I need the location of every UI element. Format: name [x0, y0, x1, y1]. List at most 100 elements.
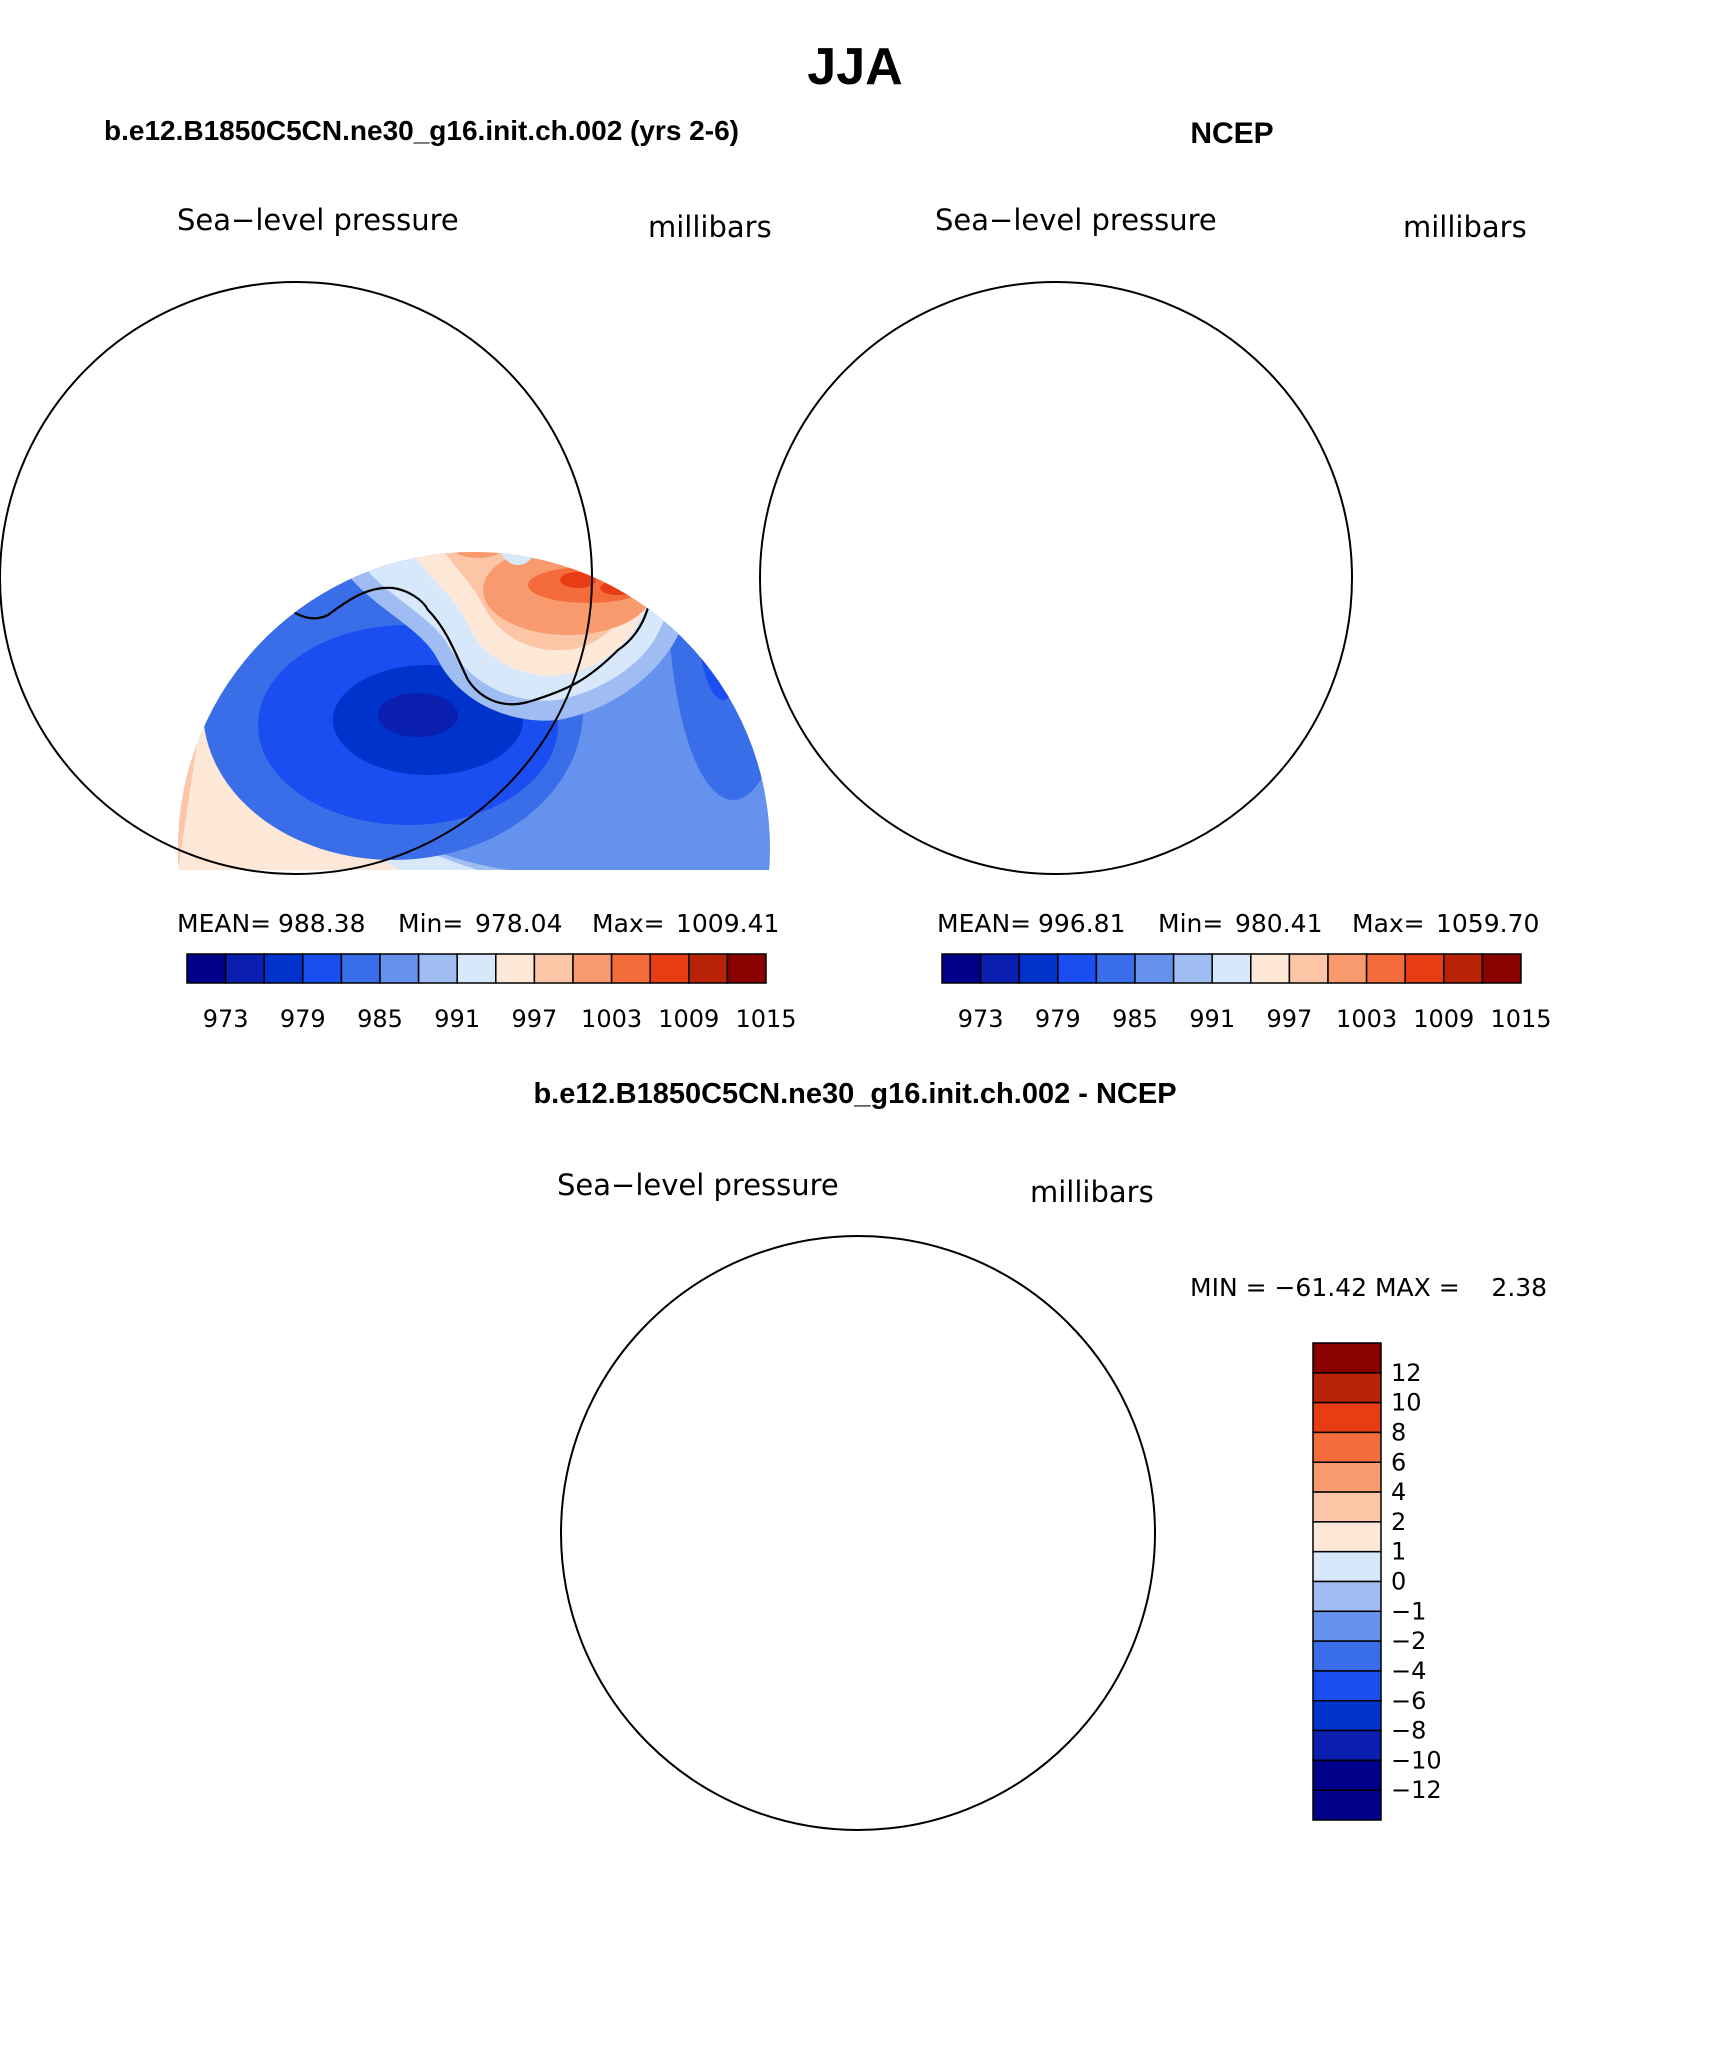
- diff-min-max: MIN = −61.42 MAX = 2.38: [1190, 1273, 1547, 1302]
- colorbar-model-tick-label: 997: [511, 1005, 557, 1033]
- colorbar-diff-swatch: [1312, 1491, 1382, 1523]
- polar-map-obs: [938, 270, 1568, 870]
- colorbar-obs-tick-label: 1015: [1490, 1005, 1551, 1033]
- colorbar-diff-swatch: [1312, 1431, 1382, 1463]
- polar-map-diff: [541, 1221, 1171, 1836]
- colorbar-model-tick-label: 1009: [658, 1005, 719, 1033]
- colorbar-diff-tick-label: 10: [1391, 1389, 1422, 1417]
- colorbar-diff-swatch: [1312, 1610, 1382, 1642]
- colorbar-model-swatch: [649, 953, 690, 984]
- model-min-value: 978.04: [475, 909, 562, 938]
- panel-diff-header: b.e12.B1850C5CN.ne30_g16.init.ch.002 - N…: [533, 1078, 1176, 1110]
- colorbar-model-swatch: [302, 953, 343, 984]
- colorbar-model-swatch: [186, 953, 227, 984]
- panel-model: b.e12.B1850C5CN.ne30_g16.init.ch.002 (yr…: [0, 115, 797, 1033]
- colorbar-obs-tick-label: 1003: [1336, 1005, 1397, 1033]
- colorbar-diff-swatch: [1312, 1759, 1382, 1791]
- colorbar-obs-swatch: [1134, 953, 1175, 984]
- colorbar-diff-swatch: [1312, 1372, 1382, 1404]
- colorbar-diff-swatch: [1312, 1729, 1382, 1762]
- colorbar-diff-tick-label: 0: [1391, 1568, 1406, 1596]
- obs-max-value: 1059.70: [1436, 909, 1539, 938]
- colorbar-model-swatch: [688, 953, 729, 984]
- colorbar-diff-swatch: [1312, 1789, 1382, 1821]
- colorbar-model-tick-label: 973: [203, 1005, 249, 1033]
- colorbar-obs-swatch: [979, 953, 1020, 984]
- map-boundary-model: [0, 281, 593, 875]
- panel-model-variable-label: Sea−level pressure: [177, 203, 459, 237]
- panel-obs-variable-label: Sea−level pressure: [935, 203, 1217, 237]
- colorbar-obs-swatch: [1365, 953, 1406, 984]
- model-mean-value: 988.38: [278, 909, 365, 938]
- panel-diff-units-label: millibars: [1030, 1175, 1154, 1209]
- colorbar-diff-swatch: [1312, 1461, 1382, 1493]
- colorbar-model-tick-label: 1003: [581, 1005, 642, 1033]
- colorbar-diff-swatch: [1312, 1700, 1382, 1732]
- colorbar-obs-swatch: [1250, 953, 1291, 984]
- colorbar-obs-tick-label: 985: [1112, 1005, 1158, 1033]
- colorbar-model-swatch: [495, 953, 536, 984]
- obs-min-value: 980.41: [1235, 909, 1322, 938]
- colorbar-diff-swatch: [1312, 1521, 1382, 1553]
- colorbar-diff-tick-label: −4: [1391, 1657, 1426, 1685]
- model-max-value: 1009.41: [676, 909, 779, 938]
- polar-map-model: [178, 552, 770, 870]
- colorbar-model-swatch: [224, 953, 265, 984]
- colorbar-obs-swatch: [1481, 953, 1522, 984]
- colorbar-model-swatch: [726, 953, 767, 984]
- obs-mean-value: 996.81: [1038, 909, 1125, 938]
- colorbar-diff-swatch: [1312, 1580, 1382, 1613]
- colorbar-model-swatch: [456, 953, 497, 984]
- colorbar-diff-tick-label: −8: [1391, 1717, 1426, 1745]
- colorbar-obs: 973 979 985 991 997 1003 1009 1015: [941, 953, 1552, 1033]
- colorbar-diff-tick-label: 2: [1391, 1508, 1406, 1536]
- colorbar-diff-tick-label: −2: [1391, 1627, 1426, 1655]
- colorbar-diff-swatch: [1312, 1670, 1382, 1702]
- colorbar-model-swatch: [379, 953, 420, 984]
- colorbar-model-tick-label: 979: [280, 1005, 326, 1033]
- colorbar-obs-swatch: [1404, 953, 1445, 984]
- colorbar-diff-tick-label: −1: [1391, 1597, 1426, 1625]
- colorbar-obs-swatch: [1327, 953, 1368, 984]
- panel-model-units-label: millibars: [648, 210, 772, 244]
- colorbar-model-tick-label: 991: [434, 1005, 480, 1033]
- panel-obs: NCEP Sea−level pressure millibars: [759, 117, 1568, 1033]
- colorbar-obs-tick-label: 979: [1035, 1005, 1081, 1033]
- obs-min-label: Min=: [1158, 909, 1223, 938]
- colorbar-diff-swatch: [1312, 1401, 1382, 1434]
- colorbar-diff-tick-label: 1: [1391, 1538, 1406, 1566]
- colorbar-obs-tick-label: 991: [1189, 1005, 1235, 1033]
- colorbar-model-swatch: [572, 953, 613, 984]
- colorbar-obs-swatch: [1095, 953, 1136, 984]
- model-min-label: Min=: [398, 909, 463, 938]
- colorbar-obs-swatch: [1018, 953, 1059, 984]
- colorbar-diff-tick-label: 4: [1391, 1478, 1406, 1506]
- map-boundary-obs: [759, 281, 1353, 875]
- colorbar-model: 973 979 985 991 997 1003 1009 1015: [186, 953, 797, 1033]
- obs-mean-label: MEAN=: [937, 909, 1031, 938]
- panel-obs-units-label: millibars: [1403, 210, 1527, 244]
- colorbar-model-swatch: [533, 953, 574, 984]
- colorbar-obs-swatch: [1057, 953, 1098, 984]
- model-max-label: Max=: [592, 909, 665, 938]
- colorbar-diff-tick-label: 6: [1391, 1448, 1406, 1476]
- colorbar-model-tick-label: 1015: [735, 1005, 796, 1033]
- colorbar-diff-tick-label: −10: [1391, 1746, 1442, 1774]
- colorbar-obs-swatch: [941, 953, 982, 984]
- colorbar-diff-swatch: [1312, 1342, 1382, 1374]
- colorbar-model-swatch: [263, 953, 304, 984]
- colorbar-obs-swatch: [1172, 953, 1213, 984]
- map-boundary-diff: [560, 1235, 1156, 1831]
- colorbar-model-swatch: [417, 953, 458, 984]
- obs-max-label: Max=: [1352, 909, 1425, 938]
- colorbar-diff-tick-label: 8: [1391, 1418, 1406, 1446]
- colorbar-model-tick-label: 985: [357, 1005, 403, 1033]
- colorbar-diff-tick-label: −6: [1391, 1687, 1426, 1715]
- colorbar-diff-swatch: [1312, 1640, 1382, 1672]
- colorbar-obs-swatch: [1288, 953, 1329, 984]
- figure-title: JJA: [807, 38, 902, 96]
- colorbar-model-swatch: [610, 953, 651, 984]
- model-mean-label: MEAN=: [177, 909, 271, 938]
